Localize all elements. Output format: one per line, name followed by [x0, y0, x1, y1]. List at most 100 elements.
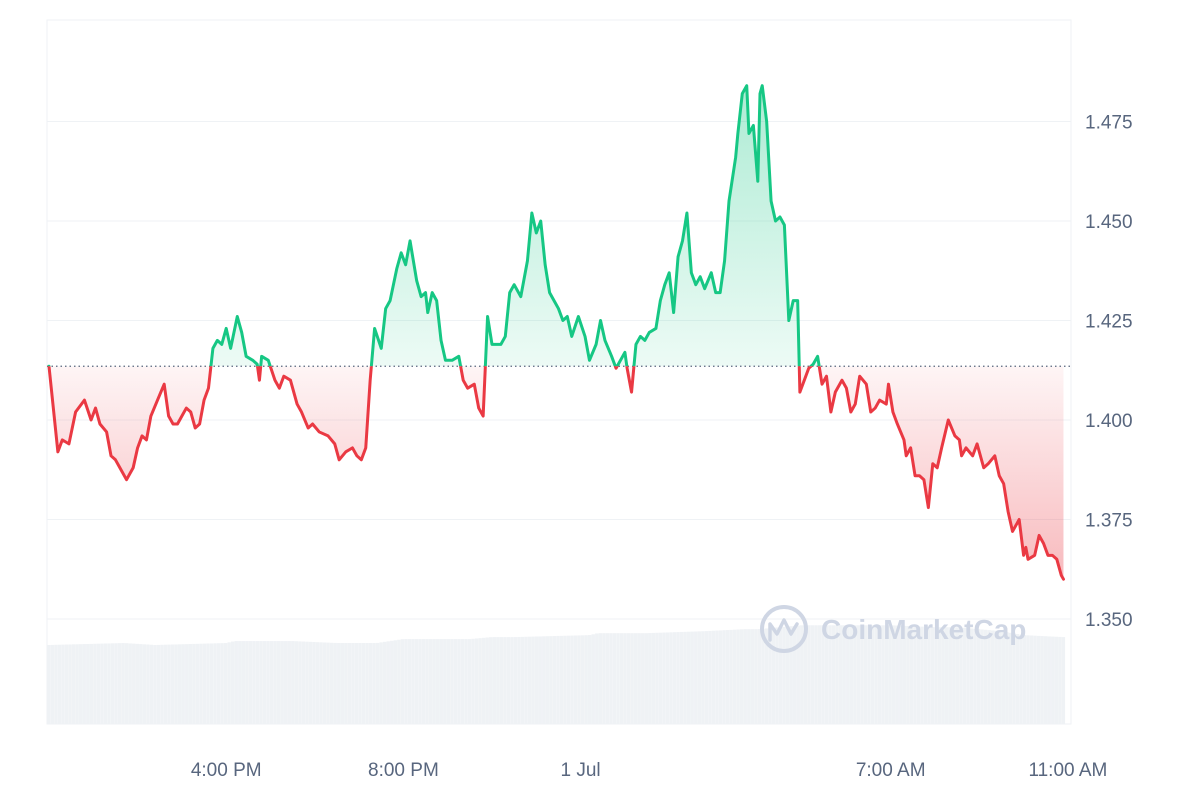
volume-bar	[747, 629, 751, 724]
volume-bar	[715, 630, 719, 724]
volume-bar	[114, 643, 118, 724]
volume-bar	[241, 641, 246, 724]
volume-bar	[937, 627, 942, 724]
volume-bar	[185, 644, 189, 724]
volume-bar	[630, 633, 634, 724]
volume-bar	[860, 625, 864, 724]
volume-bar	[842, 625, 846, 724]
volume-bar	[149, 644, 154, 724]
volume-bar	[803, 625, 808, 724]
volume-bar	[513, 637, 518, 724]
volume-bar	[174, 644, 178, 724]
volume-bar	[923, 626, 928, 724]
volume-bar	[920, 626, 924, 724]
volume-bar	[340, 643, 344, 724]
volume-bar	[503, 637, 507, 724]
volume-bar	[686, 631, 691, 724]
volume-bar	[849, 625, 853, 724]
volume-bar	[934, 627, 938, 724]
volume-bar	[648, 633, 652, 724]
volume-bar	[160, 644, 164, 724]
volume-bar	[71, 644, 76, 724]
volume-bar	[460, 639, 465, 724]
volume-bar	[128, 643, 132, 724]
price-line-up	[47, 84, 821, 367]
volume-bar	[817, 625, 822, 724]
volume-bar	[121, 643, 125, 724]
volume-bar	[93, 643, 97, 724]
volume-bar	[952, 627, 956, 724]
volume-bar	[782, 626, 786, 724]
volume-bar	[298, 641, 302, 724]
volume-bar	[213, 643, 217, 724]
volume-bar	[987, 630, 991, 724]
volume-bar	[662, 632, 666, 724]
volume-bar	[743, 629, 747, 724]
volume-bar	[481, 637, 486, 724]
volume-bar	[1026, 635, 1030, 724]
volume-bar	[626, 633, 631, 724]
volume-bar	[633, 633, 638, 724]
volume-bar	[64, 644, 69, 724]
volume-bar	[542, 636, 546, 724]
volume-bar	[446, 639, 451, 724]
volume-bar	[142, 644, 147, 724]
volume-bar	[778, 627, 783, 724]
volume-bar	[372, 643, 376, 724]
volume-bar	[206, 643, 210, 724]
volume-bar	[156, 644, 161, 724]
volume-bar	[810, 625, 815, 724]
volume-bar	[301, 641, 306, 724]
volume-bar	[375, 642, 380, 724]
volume-bar	[489, 637, 493, 724]
volume-bar	[1047, 636, 1051, 724]
volume-bar	[545, 636, 549, 724]
volume-bar	[428, 639, 433, 724]
y-tick-label: 1.450	[1085, 212, 1133, 233]
volume-bar	[132, 643, 136, 724]
volume-bar	[467, 639, 472, 724]
volume-bar	[146, 644, 150, 724]
volume-bar	[344, 643, 348, 724]
volume-bar	[881, 625, 885, 724]
volume-bar	[414, 639, 419, 724]
volume-bar	[623, 633, 627, 724]
volume-bar	[800, 625, 804, 724]
volume-bar	[676, 632, 680, 724]
volume-bar	[1036, 635, 1041, 724]
volume-bar	[407, 639, 412, 724]
volume-bar	[450, 639, 454, 724]
volume-bar	[718, 630, 723, 724]
volume-bar	[867, 625, 871, 724]
volume-bar	[457, 639, 461, 724]
volume-bar	[658, 632, 663, 724]
volume-bar	[75, 644, 79, 724]
volume-bar	[89, 643, 94, 724]
volume-bar	[117, 643, 122, 724]
volume-bar	[863, 625, 868, 724]
y-tick-label: 1.400	[1085, 411, 1133, 432]
volume-bar	[796, 625, 800, 724]
volume-bar	[856, 625, 861, 724]
volume-bar	[326, 642, 330, 724]
volume-bar	[368, 643, 373, 724]
x-tick-label: 11:00 AM	[1028, 760, 1107, 781]
volume-bar	[464, 639, 468, 724]
volume-bar	[1058, 636, 1062, 724]
volume-bar	[227, 642, 231, 724]
volume-bar	[496, 637, 500, 724]
volume-bar	[252, 641, 256, 724]
volume-bar	[269, 641, 274, 724]
y-tick-label: 1.375	[1085, 511, 1133, 532]
volume-bar	[188, 644, 192, 724]
volume-bar	[612, 633, 617, 724]
volume-bar	[1005, 632, 1009, 724]
volume-bar	[948, 627, 952, 724]
volume-bar	[96, 643, 101, 724]
volume-bar	[644, 633, 648, 724]
volume-bar	[916, 626, 921, 724]
volume-bar	[255, 641, 260, 724]
y-tick-label: 1.425	[1085, 312, 1133, 333]
volume-bar	[775, 627, 779, 724]
